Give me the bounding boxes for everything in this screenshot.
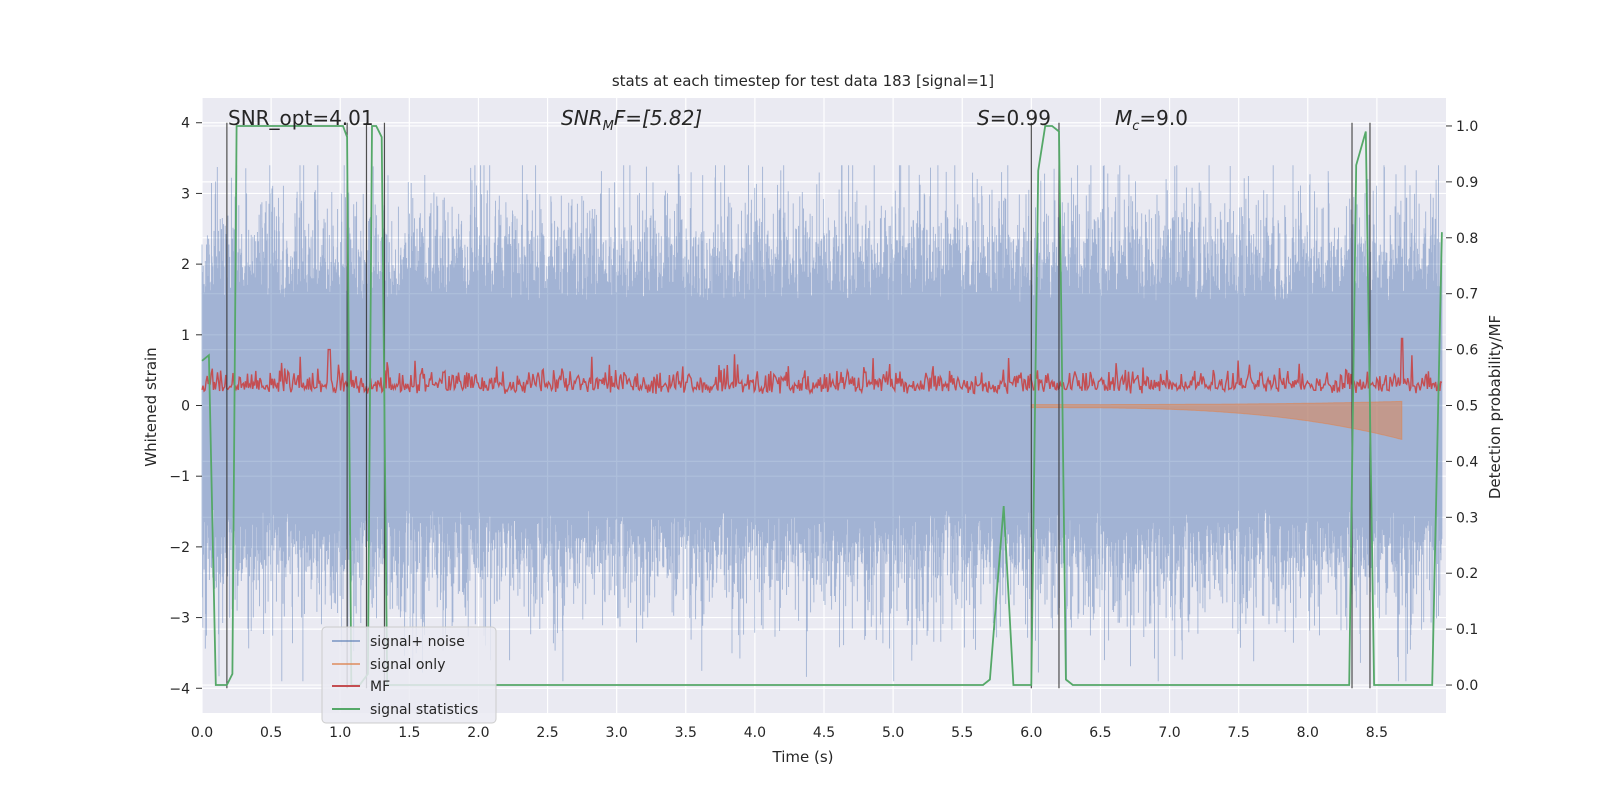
x-tick-label: 8.0: [1297, 725, 1319, 741]
y-tick-label-right: 0.4: [1456, 454, 1478, 470]
annotation-s: S=0.99: [977, 106, 1051, 130]
x-tick-label: 3.5: [675, 725, 697, 741]
x-tick-label: 2.0: [467, 725, 489, 741]
y-axis-label-left: Whitened strain: [142, 347, 160, 466]
x-tick-label: 4.5: [813, 725, 835, 741]
annotation-mc: Mc=9.0: [1115, 106, 1188, 134]
y-tick-label-right: 0.9: [1456, 175, 1478, 191]
x-tick-label: 6.5: [1089, 725, 1111, 741]
annotation-snr-opt: SNR_opt=4.01: [228, 106, 374, 130]
y-tick-label-left: −2: [169, 540, 190, 556]
y-tick-label-right: 0.8: [1456, 231, 1478, 247]
y-tick-label-left: 3: [181, 186, 190, 202]
x-tick-label: 2.5: [536, 725, 558, 741]
x-tick-label: 5.0: [882, 725, 904, 741]
legend-label-mf: MF: [370, 679, 390, 695]
chart-title: stats at each timestep for test data 183…: [612, 72, 994, 90]
y-tick-label-left: 2: [181, 257, 190, 273]
x-axis-label: Time (s): [772, 748, 834, 766]
y-tick-label-right: 0.7: [1456, 287, 1478, 303]
y-tick-label-left: −3: [169, 611, 190, 627]
y-tick-label-right: 0.6: [1456, 343, 1478, 359]
x-tick-label: 7.0: [1158, 725, 1180, 741]
x-tick-label: 1.5: [398, 725, 420, 741]
annotation-snr-mf: SNRMF=[5.82]: [561, 106, 702, 134]
y-tick-label-right: 0.5: [1456, 399, 1478, 415]
x-tick-label: 1.0: [329, 725, 351, 741]
x-tick-label: 4.0: [744, 725, 766, 741]
y-tick-label-left: −1: [169, 469, 190, 485]
legend: signal+ noise signal only MF signal stat…: [321, 626, 497, 724]
legend-label-signal-only: signal only: [370, 657, 445, 673]
x-tick-label: 8.5: [1366, 725, 1388, 741]
y-axis-label-right: Detection probability/MF: [1486, 315, 1504, 499]
y-tick-label-left: 0: [181, 399, 190, 415]
x-tick-label: 0.5: [260, 725, 282, 741]
x-tick-label: 3.0: [606, 725, 628, 741]
signal-only-series: [1030, 400, 1403, 441]
y-tick-label-right: 0.0: [1456, 678, 1478, 694]
y-tick-label-right: 0.1: [1456, 622, 1478, 638]
y-tick-label-left: 4: [181, 116, 190, 132]
x-tick-label: 0.0: [191, 725, 213, 741]
legend-label-stat: signal statistics: [370, 702, 478, 718]
legend-label-noise: signal+ noise: [370, 634, 465, 650]
x-tick-label: 5.5: [951, 725, 973, 741]
y-tick-label-right: 1.0: [1456, 119, 1478, 135]
mf-series: [201, 337, 1443, 395]
y-tick-label-right: 0.2: [1456, 566, 1478, 582]
x-tick-label: 7.5: [1228, 725, 1250, 741]
y-tick-label-left: −4: [169, 681, 190, 697]
y-tick-label-right: 0.3: [1456, 510, 1478, 526]
axis-ticks: 0.0 0.5 1.0 1.5 2.0 2.5 3.0 3.5 4.0 4.5 5.0 5.5 6.0 6…: [169, 116, 1478, 741]
x-tick-label: 6.0: [1020, 725, 1042, 741]
y-tick-label-left: 1: [181, 328, 190, 344]
grid: [201, 98, 1446, 713]
